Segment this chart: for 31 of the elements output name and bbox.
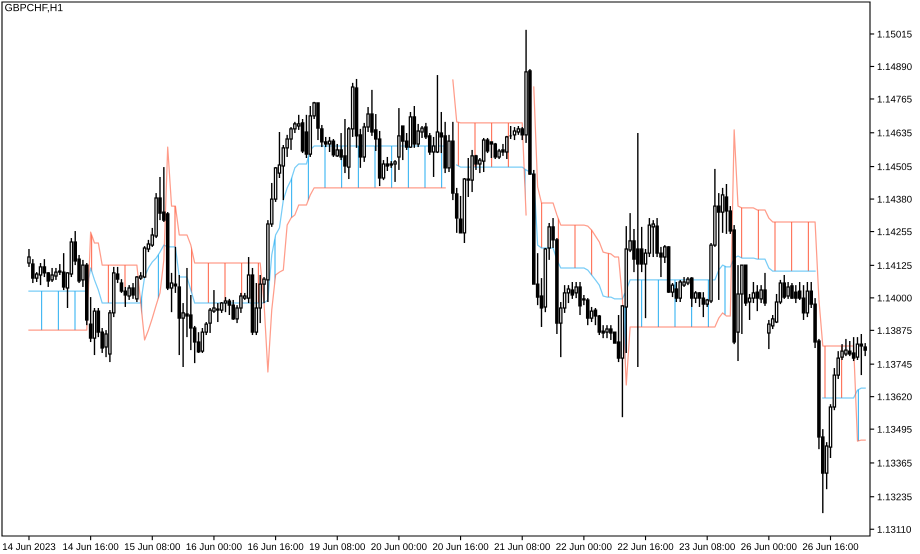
- y-tick-label: 1.15015: [878, 30, 912, 38]
- x-tick-label: 26 Jun 00:00: [741, 543, 797, 550]
- x-tick-label: 22 Jun 16:00: [618, 543, 674, 550]
- x-tick-label: 21 Jun 08:00: [494, 543, 550, 550]
- y-tick-label: 1.14765: [878, 96, 912, 103]
- x-tick-label: 20 Jun 16:00: [432, 543, 488, 550]
- x-tick-label: 22 Jun 00:00: [556, 543, 612, 550]
- y-tick-label: 1.14125: [878, 262, 912, 269]
- x-tick-label: 20 Jun 00:00: [371, 543, 427, 550]
- x-tick-label: 14 Jun 2023: [2, 543, 56, 550]
- y-tick-label: 1.14890: [878, 63, 912, 70]
- x-tick-label: 15 Jun 08:00: [124, 543, 180, 550]
- x-tick-label: 16 Jun 16:00: [248, 543, 304, 550]
- x-tick-label: 16 Jun 00:00: [186, 543, 242, 550]
- y-tick-label: 1.13235: [878, 493, 912, 500]
- y-tick-label: 1.13875: [878, 327, 912, 334]
- x-tick-label: 26 Jun 16:00: [802, 543, 858, 550]
- y-tick-label: 1.14505: [878, 163, 912, 170]
- y-tick-label: 1.14380: [878, 196, 912, 203]
- y-tick-label: 1.14635: [878, 130, 912, 136]
- y-tick-label: 1.14000: [878, 294, 912, 302]
- x-tick-label: 14 Jun 16:00: [63, 543, 118, 550]
- y-tick-label: 1.14255: [878, 228, 912, 236]
- y-tick-label: 1.13745: [878, 360, 912, 368]
- chart-title: GBPCHF,H1: [5, 4, 63, 12]
- x-tick-label: 23 Jun 08:00: [680, 543, 735, 550]
- y-tick-label: 1.13495: [878, 426, 912, 433]
- x-tick-label: 19 Jun 08:00: [310, 543, 365, 550]
- y-tick-label: 1.13365: [878, 460, 912, 467]
- y-tick-label: 1.13110: [878, 526, 911, 533]
- y-tick-label: 1.13620: [878, 393, 912, 400]
